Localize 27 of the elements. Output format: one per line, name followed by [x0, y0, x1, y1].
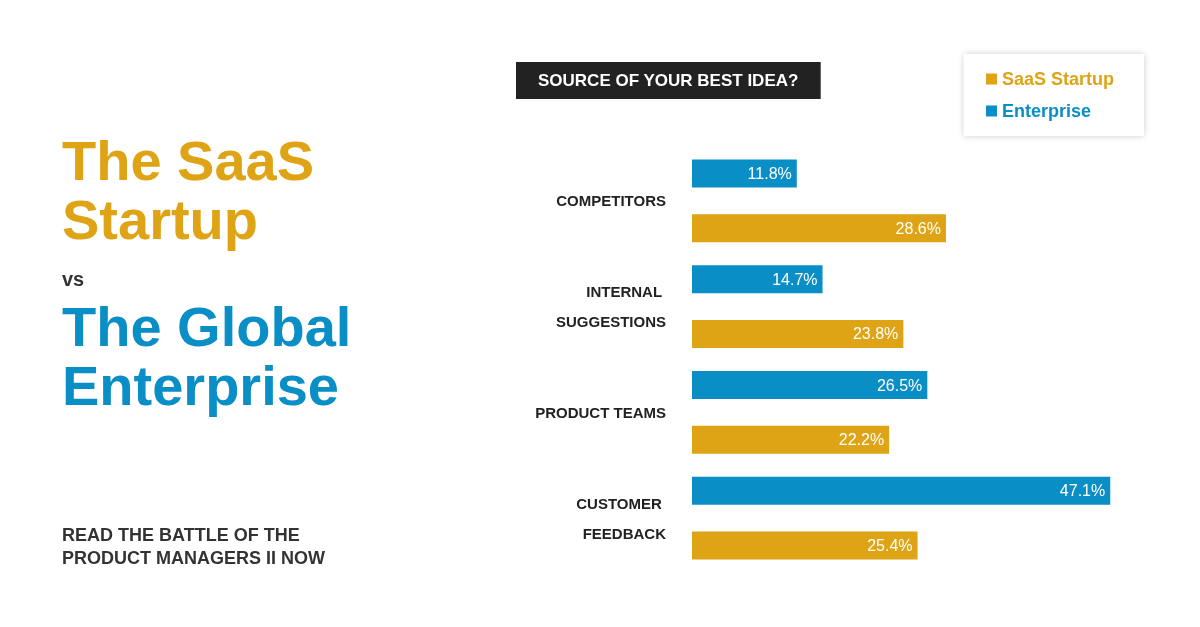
bar: [692, 531, 918, 560]
text: The SaaS Startup: [62, 129, 316, 251]
data-label: 22.2%: [838, 431, 885, 449]
bar: [692, 214, 946, 243]
data-label: 23.8%: [852, 325, 899, 343]
y-tick-label: INTERNAL SUGGESTIONS: [555, 283, 666, 331]
data-label: 14.7%: [772, 270, 818, 288]
text: The Global Enterprise: [62, 295, 353, 417]
data-label: 25.4%: [867, 536, 913, 554]
bar: [692, 425, 890, 454]
bar: [692, 319, 904, 348]
data-label: 47.1%: [1059, 482, 1106, 500]
y-tick-label: CUSTOMER FEEDBACK: [576, 494, 667, 542]
data-label: 11.8%: [747, 165, 792, 183]
y-tick-label: PRODUCT TEAMS: [535, 403, 666, 421]
bar: [692, 371, 928, 400]
bar: [692, 265, 823, 294]
data-label: 28.6%: [895, 219, 941, 237]
legend-label: Enterprise: [1001, 101, 1092, 121]
bar: [692, 159, 797, 188]
y-tick-label: COMPETITORS: [556, 192, 666, 210]
chart-title: SOURCE OF YOUR BEST IDEA?: [538, 71, 799, 90]
text: READ THE BATTLE OF THE PRODUCT MANAGERS II NOW: [62, 524, 326, 569]
data-label: 26.5%: [876, 376, 923, 394]
text: vs: [62, 268, 86, 290]
bar: [692, 476, 1111, 505]
legend-label: SaaS Startup: [1001, 69, 1115, 89]
